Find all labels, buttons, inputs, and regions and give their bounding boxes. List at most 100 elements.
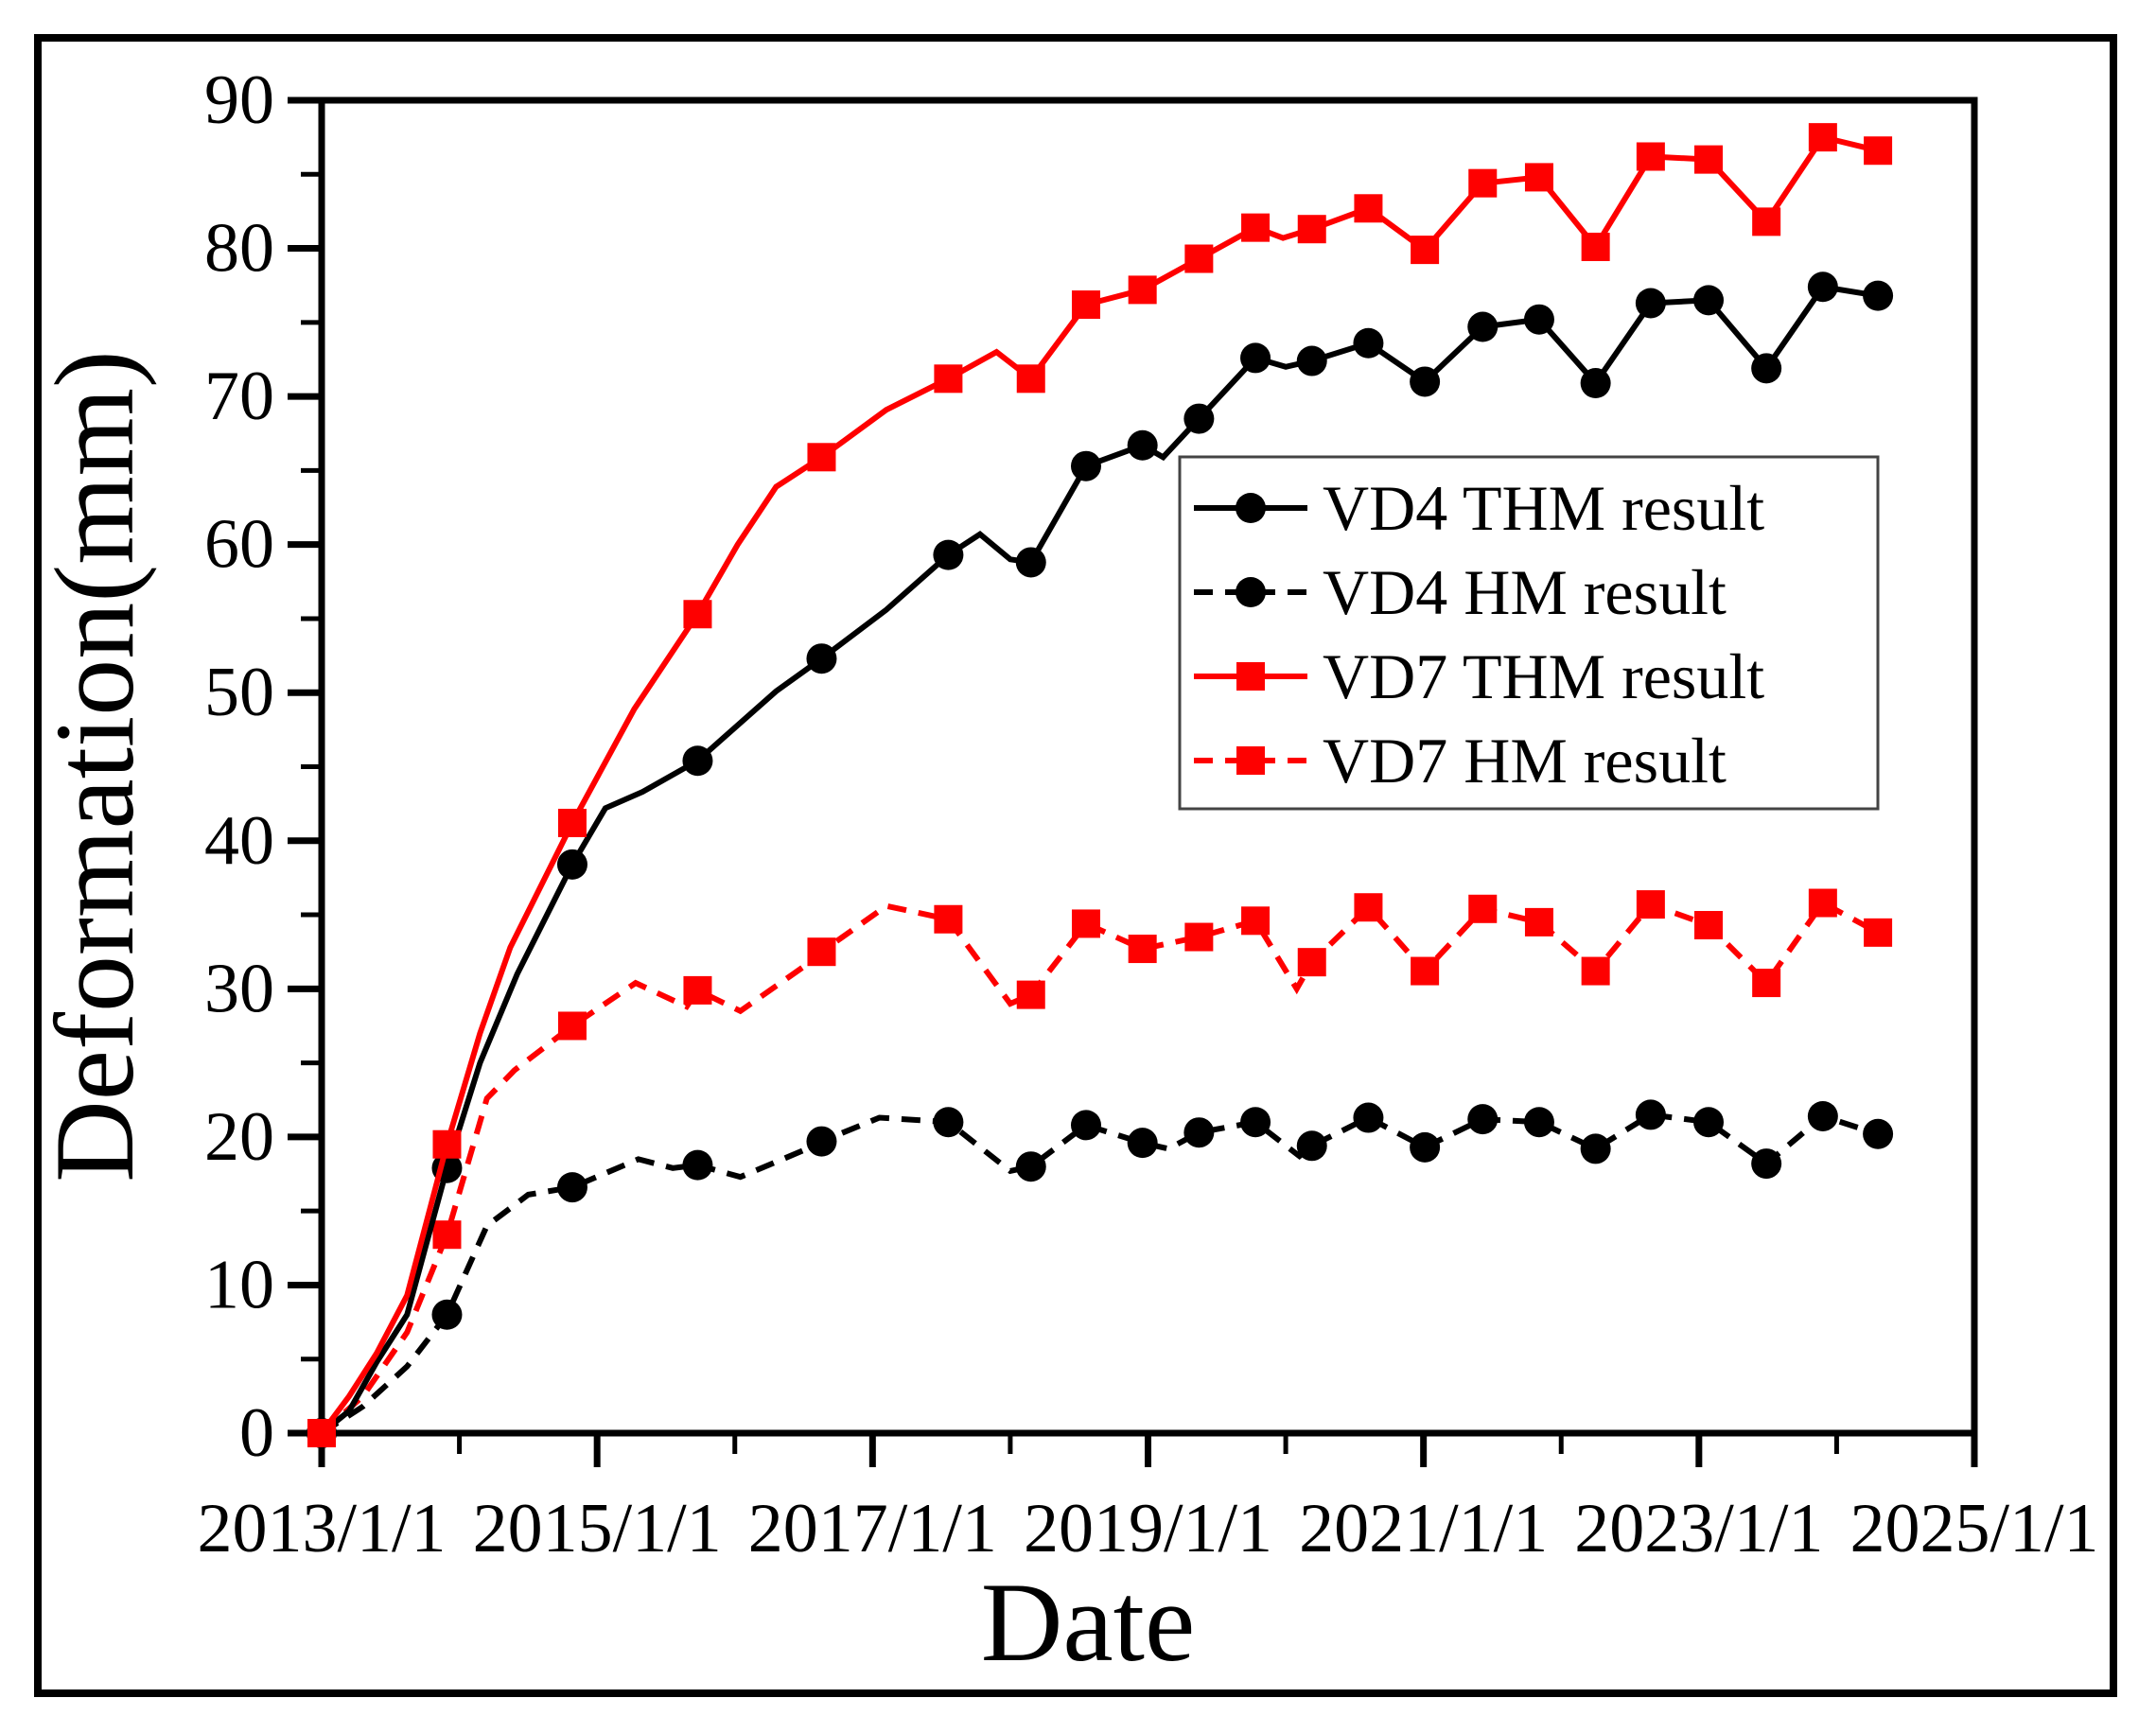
y-tick-label: 20 [204, 1098, 274, 1176]
x-major-ticks [318, 1433, 1978, 1467]
y-tick-label: 80 [204, 210, 274, 288]
data-point-circle [1807, 1100, 1838, 1131]
data-point-circle [933, 539, 964, 570]
data-point-circle [1467, 1104, 1499, 1135]
x-tick-label: 2019/1/1 [1024, 1490, 1272, 1567]
data-point-circle [1523, 304, 1554, 335]
legend-entry-vd7-hm-result: VD7 HM result [1194, 725, 1727, 796]
data-point-circle [1127, 429, 1158, 461]
data-point-square [432, 1129, 462, 1159]
data-point-square [1354, 893, 1383, 922]
legend-entry-vd4-thm-result: VD4 THM result [1194, 472, 1764, 544]
data-point-square [1241, 213, 1271, 242]
data-point-square [1297, 215, 1326, 244]
legend-label: VD4 THM result [1323, 472, 1764, 544]
data-point-circle [1296, 1130, 1327, 1162]
series-markers-vd4-hm-result [307, 1099, 1894, 1448]
data-point-square [1636, 890, 1665, 919]
data-point-circle [1523, 1107, 1554, 1138]
legend-label: VD7 HM result [1323, 725, 1727, 796]
data-point-circle [556, 849, 587, 880]
data-point-square [1297, 948, 1326, 977]
data-point-circle [1015, 1151, 1046, 1182]
data-point-square [1184, 244, 1214, 273]
data-point-circle [1693, 285, 1725, 316]
data-point-square [1128, 935, 1157, 964]
x-minor-ticks [457, 1433, 1839, 1454]
data-point-square [1016, 364, 1045, 394]
data-point-square [1468, 894, 1498, 923]
data-point-circle [1070, 450, 1101, 481]
data-point-circle [1296, 345, 1327, 376]
y-tick-label: 40 [204, 802, 274, 880]
data-point-square [1752, 207, 1781, 236]
data-point-circle [1127, 1128, 1158, 1159]
data-point-square [683, 600, 712, 629]
data-point-square [1241, 906, 1271, 936]
data-point-circle [1580, 368, 1611, 399]
data-point-circle [1410, 366, 1441, 397]
data-point-circle [1693, 1107, 1725, 1138]
data-point-square [807, 443, 836, 472]
series-line-vd7-hm-result [319, 899, 1880, 1436]
series-markers-vd7-thm-result [307, 123, 1893, 1447]
data-point-circle [1635, 1099, 1666, 1130]
data-point-square [1411, 956, 1440, 986]
legend-entry-vd7-thm-result: VD7 THM result [1194, 640, 1764, 712]
data-point-square [1581, 956, 1610, 986]
data-point-circle [806, 643, 837, 674]
data-point-square [683, 975, 712, 1005]
data-point-circle [1183, 403, 1215, 434]
y-tick-label: 0 [239, 1394, 274, 1472]
legend-box [1178, 455, 1880, 811]
y-tick-label: 60 [204, 506, 274, 584]
data-point-circle [1580, 1133, 1611, 1164]
series-line-vd4-hm-result [320, 1112, 1880, 1436]
data-point-square [1752, 969, 1781, 998]
series-vd7-thm-result [307, 123, 1893, 1447]
data-point-square [1128, 275, 1157, 305]
figure-border [34, 34, 2117, 1697]
data-point-square [1411, 236, 1440, 265]
legend-entry-vd4-hm-result: VD4 HM result [1194, 556, 1727, 628]
y-tick-label: 50 [204, 654, 274, 731]
data-point-circle [1751, 1148, 1782, 1180]
data-point-circle [1353, 1102, 1384, 1133]
data-point-circle [1236, 493, 1266, 523]
data-point-square [934, 904, 963, 934]
data-point-square [557, 808, 587, 837]
data-point-circle [1183, 1117, 1215, 1148]
data-point-square [1694, 145, 1724, 174]
data-point-circle [1863, 1118, 1894, 1149]
data-point-circle [1807, 271, 1838, 303]
data-point-square [1864, 918, 1893, 947]
data-point-circle [682, 1149, 713, 1181]
x-tick-label: 2023/1/1 [1574, 1490, 1823, 1567]
x-tick-label: 2017/1/1 [748, 1490, 997, 1567]
data-point-square [1636, 142, 1665, 171]
data-point-square [1808, 123, 1837, 152]
x-tick-label: 2021/1/1 [1299, 1490, 1548, 1567]
data-point-circle [1751, 353, 1782, 384]
data-point-square [307, 1419, 336, 1447]
data-point-square [557, 1011, 587, 1041]
data-point-square [807, 937, 836, 967]
data-point-circle [682, 745, 713, 777]
data-point-circle [1236, 577, 1266, 607]
legend-label: VD4 HM result [1323, 556, 1727, 628]
x-tick-label: 2015/1/1 [473, 1490, 722, 1567]
series-vd7-hm-result [307, 888, 1893, 1447]
x-axis-title: Date [981, 1559, 1196, 1685]
data-point-square [432, 1220, 462, 1250]
y-minor-ticks [301, 171, 322, 1362]
y-tick-labels: 0 10 20 30 40 50 60 70 80 90 [204, 61, 274, 1472]
data-point-square [1524, 163, 1553, 192]
series-markers-vd7-hm-result [307, 888, 1893, 1447]
data-point-circle [1240, 342, 1271, 374]
data-point-circle [556, 1172, 587, 1203]
data-point-circle [933, 1107, 964, 1138]
data-point-square [1236, 746, 1265, 775]
series-markers-vd4-thm-result [307, 271, 1894, 1448]
data-point-circle [1015, 547, 1046, 578]
